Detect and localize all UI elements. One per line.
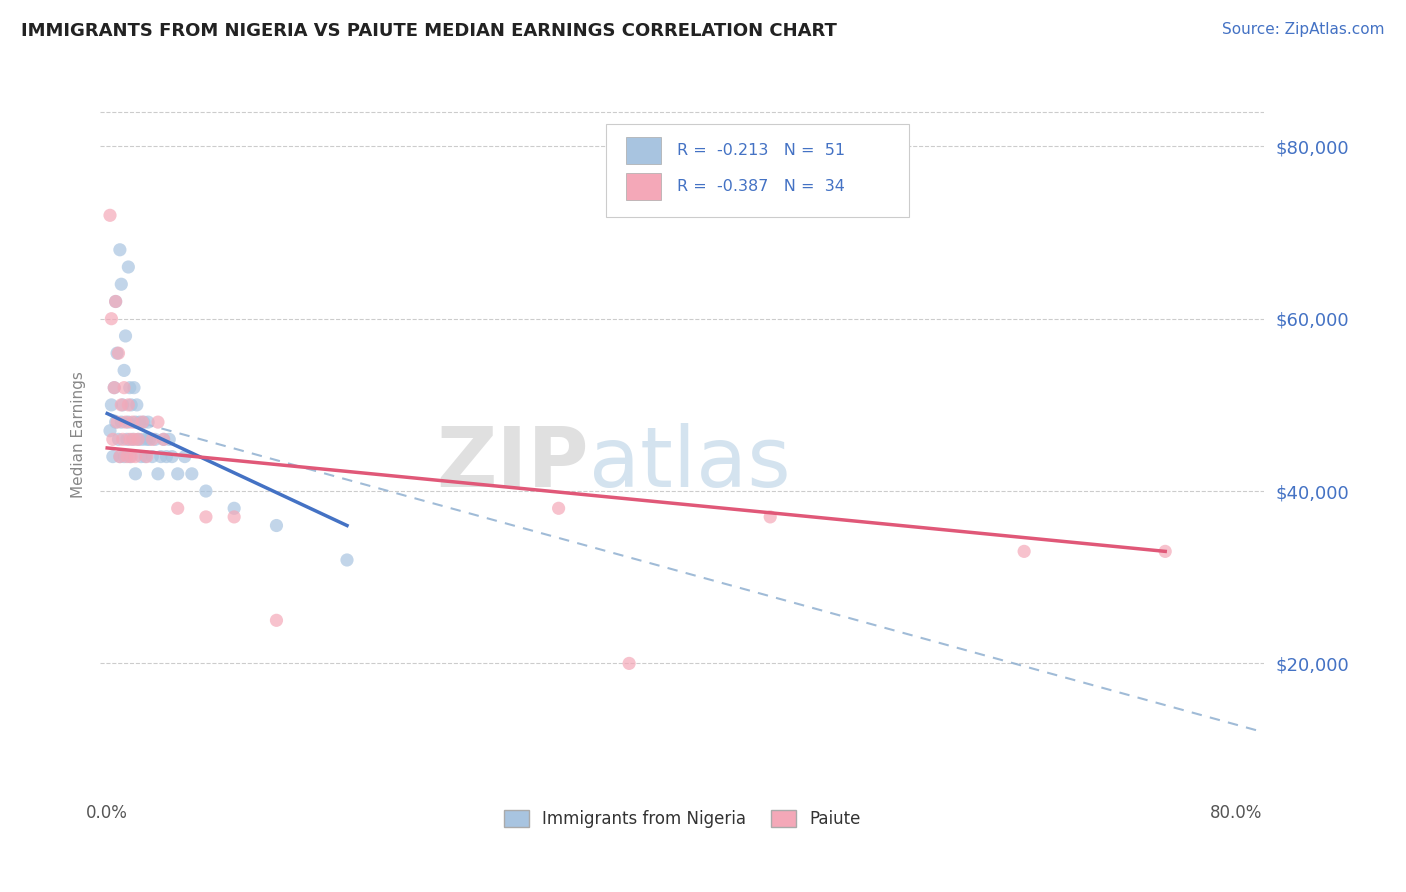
Point <box>114 415 136 429</box>
Point <box>149 450 172 464</box>
Point <box>107 346 129 360</box>
Point <box>111 433 134 447</box>
Point <box>124 415 146 429</box>
Point <box>117 398 139 412</box>
Point <box>141 450 163 464</box>
Point <box>104 294 127 309</box>
Point <box>118 433 141 447</box>
FancyBboxPatch shape <box>606 124 910 217</box>
Point <box>117 260 139 274</box>
Point <box>101 450 124 464</box>
Point <box>136 415 159 429</box>
Point <box>110 277 132 292</box>
Point <box>152 433 174 447</box>
Point <box>173 450 195 464</box>
Point <box>104 294 127 309</box>
Point <box>103 381 125 395</box>
Point <box>118 381 141 395</box>
Point <box>131 433 153 447</box>
Point <box>112 450 135 464</box>
Point <box>100 398 122 412</box>
Point <box>134 450 156 464</box>
Point <box>166 501 188 516</box>
Text: atlas: atlas <box>589 423 790 504</box>
Point <box>121 415 143 429</box>
Point <box>129 450 152 464</box>
Point <box>118 450 141 464</box>
Point <box>98 208 121 222</box>
Point <box>1012 544 1035 558</box>
Point <box>115 450 138 464</box>
Point <box>100 311 122 326</box>
Point <box>152 433 174 447</box>
Point <box>108 243 131 257</box>
Point <box>122 433 145 447</box>
Point <box>224 501 246 516</box>
Point <box>103 381 125 395</box>
Point <box>547 501 569 516</box>
Point <box>98 424 121 438</box>
Point <box>114 329 136 343</box>
Point <box>121 433 143 447</box>
Point <box>131 415 153 429</box>
Point <box>146 415 169 429</box>
Point <box>336 553 359 567</box>
Point <box>105 346 128 360</box>
Point <box>128 415 150 429</box>
Point <box>146 467 169 481</box>
FancyBboxPatch shape <box>626 136 661 164</box>
Point <box>108 450 131 464</box>
Point <box>105 415 128 429</box>
FancyBboxPatch shape <box>626 172 661 200</box>
Legend: Immigrants from Nigeria, Paiute: Immigrants from Nigeria, Paiute <box>496 803 868 834</box>
Point <box>224 509 246 524</box>
Point <box>266 518 288 533</box>
Point <box>194 484 217 499</box>
Point <box>104 415 127 429</box>
Point <box>108 450 131 464</box>
Point <box>759 509 782 524</box>
Point <box>135 450 157 464</box>
Point <box>117 415 139 429</box>
Point <box>617 657 640 671</box>
Point <box>107 433 129 447</box>
Point <box>141 433 163 447</box>
Point <box>138 433 160 447</box>
Point <box>166 467 188 481</box>
Point <box>110 398 132 412</box>
Y-axis label: Median Earnings: Median Earnings <box>72 372 86 499</box>
Point <box>122 381 145 395</box>
Point <box>101 433 124 447</box>
Point <box>127 433 149 447</box>
Text: ZIP: ZIP <box>436 423 589 504</box>
Point <box>132 415 155 429</box>
Point <box>266 613 288 627</box>
Point <box>120 450 142 464</box>
Point <box>194 509 217 524</box>
Point <box>155 450 177 464</box>
Point <box>124 467 146 481</box>
Point <box>115 433 138 447</box>
Point <box>180 467 202 481</box>
Point <box>111 398 134 412</box>
Point <box>1154 544 1177 558</box>
Point <box>112 381 135 395</box>
Point <box>135 433 157 447</box>
Point <box>127 433 149 447</box>
Point <box>120 398 142 412</box>
Text: IMMIGRANTS FROM NIGERIA VS PAIUTE MEDIAN EARNINGS CORRELATION CHART: IMMIGRANTS FROM NIGERIA VS PAIUTE MEDIAN… <box>21 22 837 40</box>
Point <box>125 398 148 412</box>
Text: R =  -0.213   N =  51: R = -0.213 N = 51 <box>678 143 845 158</box>
Point <box>160 450 183 464</box>
Text: R =  -0.387   N =  34: R = -0.387 N = 34 <box>678 178 845 194</box>
Point <box>124 450 146 464</box>
Text: Source: ZipAtlas.com: Source: ZipAtlas.com <box>1222 22 1385 37</box>
Point <box>112 363 135 377</box>
Point <box>157 433 180 447</box>
Point <box>110 415 132 429</box>
Point <box>143 433 166 447</box>
